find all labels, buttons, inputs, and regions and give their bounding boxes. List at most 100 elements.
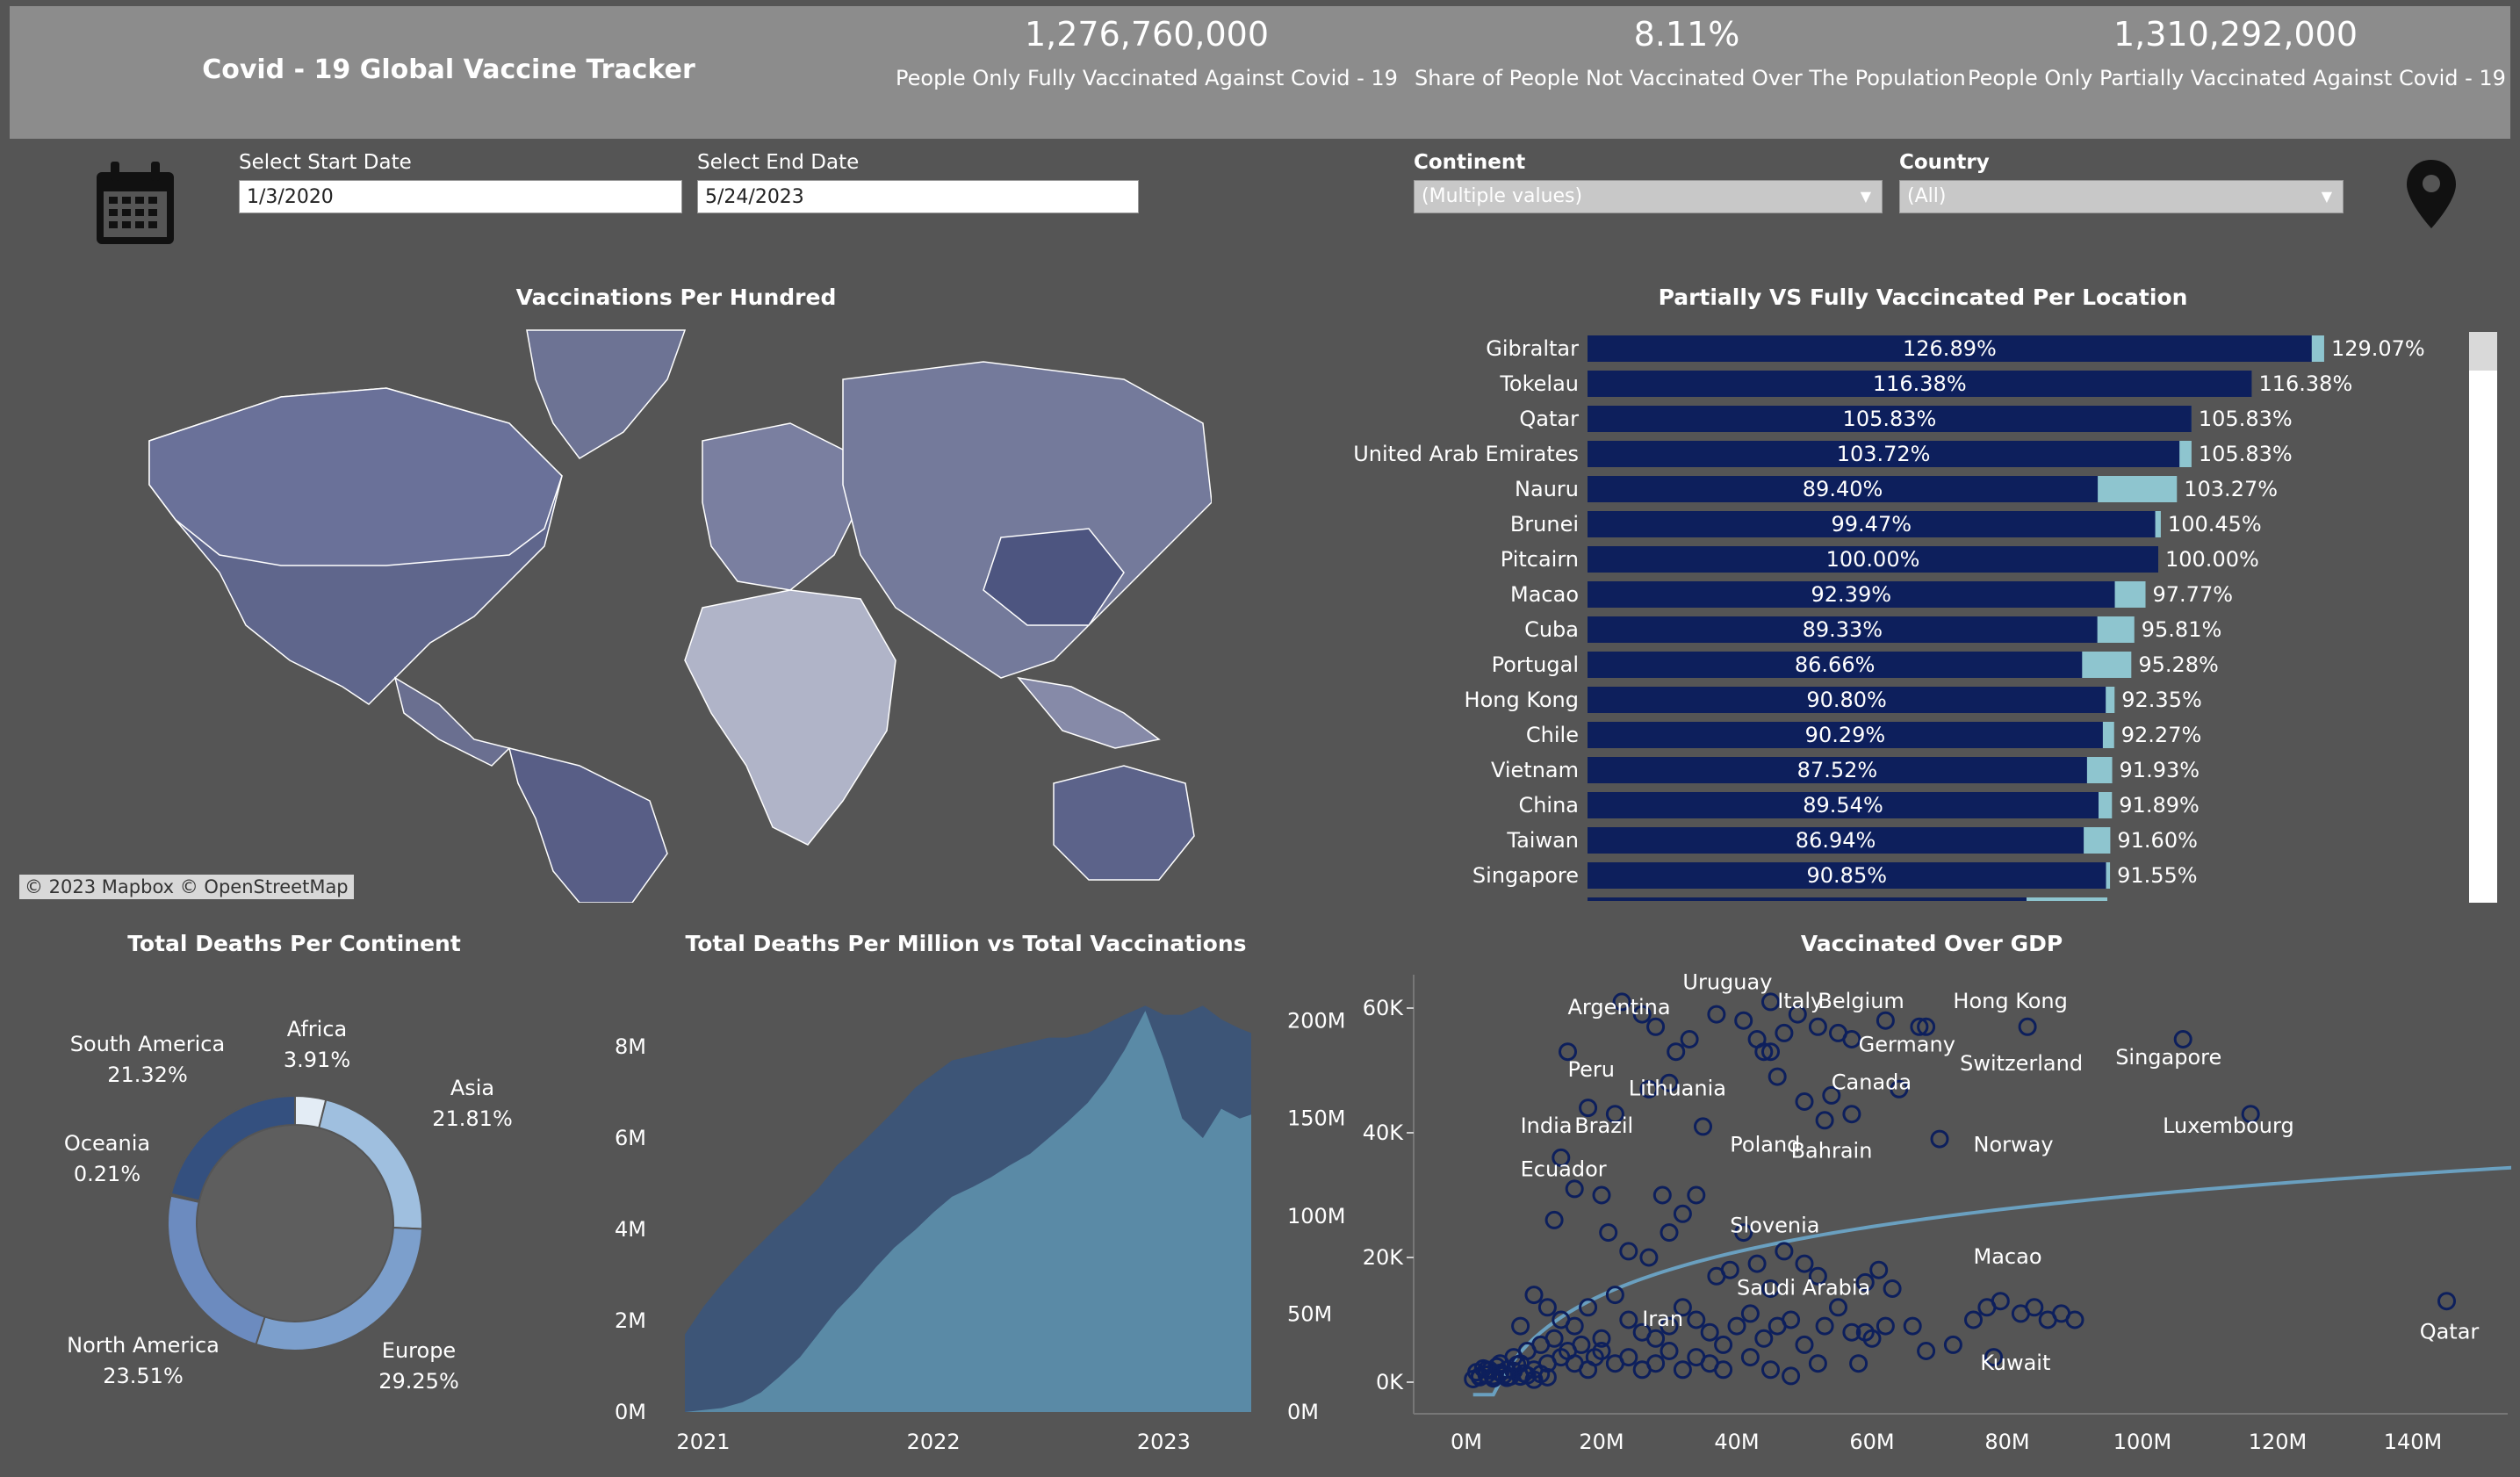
country-select[interactable]: (All) ▼ <box>1899 180 2344 213</box>
bar-category-label: Qatar <box>1519 407 1579 431</box>
bar-fully-label: 86.94% <box>1796 828 1876 853</box>
scatter-point <box>2173 1030 2192 1048</box>
continent-value: (Multiple values) <box>1422 185 1583 207</box>
scatter-x-tick: 40M <box>1714 1430 1759 1454</box>
scatter-point-label: Belgium <box>1818 989 1904 1013</box>
end-date-label: Select End Date <box>697 151 860 174</box>
scatter-point <box>1619 1242 1638 1261</box>
kpi-partially-vaccinated-label: People Only Partially Vaccinated Against… <box>1968 66 2506 90</box>
scatter-point <box>1646 1017 1666 1036</box>
scatter-point <box>1761 1279 1780 1298</box>
bar-chart-scrollbar[interactable] <box>2469 332 2497 903</box>
donut-category-label: North America <box>67 1333 220 1358</box>
scatter-point <box>1646 1354 1666 1373</box>
world-map[interactable]: © 2023 Mapbox © OpenStreetMap <box>18 327 1213 904</box>
scatter-point <box>1592 1185 1611 1205</box>
scatter-point <box>1537 1298 1557 1317</box>
bar-fully <box>1588 406 2192 432</box>
bar-partial-label: 100.00% <box>2165 547 2259 572</box>
scatter-point <box>1694 1117 1712 1136</box>
area-right-tick: 150M <box>1287 1106 1346 1131</box>
scatter-point <box>1599 1223 1618 1243</box>
scatter-point-label: Germany <box>1859 1033 1955 1057</box>
map-title: Vaccinations Per Hundred <box>515 285 837 310</box>
bar-category-label: Brunei <box>1510 512 1579 537</box>
bar-fully <box>1588 476 2099 502</box>
continent-select[interactable]: (Multiple values) ▼ <box>1414 180 1883 213</box>
scatter-point-label: Saudi Arabia <box>1737 1276 1870 1300</box>
map-attribution: © 2023 Mapbox © OpenStreetMap <box>19 875 354 899</box>
scatter-point <box>1714 1360 1733 1380</box>
bar-category-label: Macao <box>1510 582 1579 607</box>
location-pin-icon <box>2407 160 2456 228</box>
scatter-point <box>1619 1310 1638 1329</box>
bar-category-label: Hong Kong <box>1465 688 1579 712</box>
scatter-point-label: Argentina <box>1568 995 1671 1019</box>
chevron-down-icon: ▼ <box>2321 188 2332 205</box>
chevron-down-icon: ▼ <box>1860 188 1871 205</box>
scatter-point <box>1667 1042 1686 1062</box>
scatter-point-label: Hong Kong <box>1953 989 2067 1013</box>
scrollbar-thumb[interactable] <box>2469 332 2497 371</box>
donut-chart: Africa 3.91% Asia 21.81% Europe 29.25% North A… <box>64 1017 513 1394</box>
bar-fully-label: 100.00% <box>1826 547 1920 572</box>
donut-title: Total Deaths Per Continent <box>127 931 461 956</box>
scatter-point <box>1775 1242 1794 1261</box>
scatter-point <box>1700 1322 1719 1342</box>
scatter-point <box>1808 1017 1827 1036</box>
bar-partial-label: 105.83% <box>2199 407 2293 431</box>
scatter-point <box>1559 1042 1577 1062</box>
bar-partial-label: 92.27% <box>2121 723 2202 747</box>
scatter-point-label: Luxembourg <box>2163 1113 2294 1138</box>
donut-category-label: South America <box>70 1032 225 1056</box>
scatter-x-tick: 0M <box>1451 1430 1482 1454</box>
south-america-shape <box>508 746 668 904</box>
bar-partial-label: 105.83% <box>2199 442 2293 466</box>
scatter-point <box>1544 1329 1564 1348</box>
bar-partial-label: 95.81% <box>2142 617 2222 642</box>
scatter-point <box>1544 1210 1564 1229</box>
scatter-point <box>1687 1185 1706 1205</box>
scatter-point <box>1761 1042 1780 1062</box>
scatter-point <box>1524 1286 1544 1305</box>
bar-fully-label: 126.89% <box>1903 336 1997 361</box>
area-left-tick: 2M <box>615 1308 646 1333</box>
bar-partial <box>2027 897 2107 901</box>
scatter-point <box>1511 1316 1530 1336</box>
scatter-point <box>1734 1223 1753 1243</box>
bar-fully <box>1588 862 2106 889</box>
scatter-point <box>1782 1366 1801 1386</box>
scatter-point <box>1565 1316 1584 1336</box>
scatter-point <box>1842 1105 1861 1124</box>
bar-fully-label: 89.33% <box>1803 617 1883 642</box>
kpi-partially-vaccinated-value: 1,310,292,000 <box>2113 15 2358 54</box>
area-right-tick: 200M <box>1287 1008 1346 1033</box>
start-date-input[interactable]: 1/3/2020 <box>239 180 682 213</box>
scatter-point <box>1552 1148 1571 1167</box>
scatter-point <box>1768 1067 1787 1086</box>
scatter-point-label: Bahrain <box>1791 1138 1873 1163</box>
bar-fully <box>1588 757 2087 783</box>
donut-category-label: Europe <box>382 1338 456 1363</box>
kpi-not-vaccinated-value: 8.11% <box>1633 15 1740 54</box>
central-america-shape <box>393 676 511 767</box>
area-right-tick: 50M <box>1287 1302 1332 1327</box>
greenland-shape <box>526 329 687 459</box>
end-date-input[interactable]: 5/24/2023 <box>697 180 1139 213</box>
header-banner: Covid - 19 Global Vaccine Tracker 1,276,… <box>10 6 2510 139</box>
scatter-x-tick: 120M <box>2249 1430 2308 1454</box>
scatter-point-label: Poland <box>1730 1132 1800 1156</box>
calendar-icon <box>97 162 174 244</box>
scatter-point-label: Qatar <box>2420 1319 2480 1344</box>
southeast-asia-shape <box>1017 676 1161 749</box>
scatter-x-tick: 20M <box>1579 1430 1624 1454</box>
scatter-point <box>1720 1260 1739 1279</box>
bar-fully-label: 86.66% <box>1795 652 1876 677</box>
scatter-trend-line <box>1472 1165 2511 1397</box>
area-chart: 0M 2M 4M 6M 8M 0M 50M 100M 150M 200M 2021 2022 2023 <box>615 1005 1346 1454</box>
scatter-point <box>1592 1329 1611 1348</box>
scatter-point-label: Brazil <box>1574 1113 1633 1138</box>
asia-shape <box>842 361 1213 679</box>
scatter-point <box>1869 1260 1889 1279</box>
scatter-point <box>1673 1360 1692 1380</box>
